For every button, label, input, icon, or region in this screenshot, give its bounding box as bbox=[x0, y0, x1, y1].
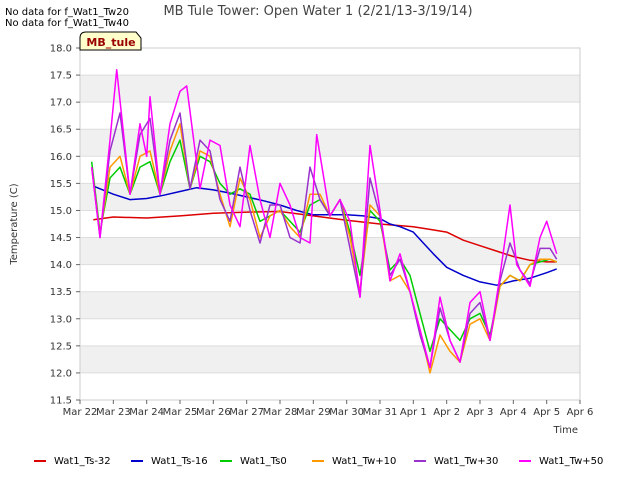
grid-band bbox=[80, 345, 580, 373]
x-tick-label: Mar 28 bbox=[263, 407, 298, 418]
no-data-notice-1: No data for f_Wat1_Tw20 bbox=[5, 7, 129, 18]
y-tick-label: 13.0 bbox=[50, 314, 72, 325]
x-tick-label: Apr 6 bbox=[567, 407, 594, 418]
legend-label: Wat1_Tw+10 bbox=[332, 456, 396, 467]
y-tick-label: 18.0 bbox=[50, 44, 72, 55]
series-line-wat1-tw-10 bbox=[90, 123, 557, 374]
grid-band bbox=[80, 129, 580, 157]
x-tick-label: Apr 1 bbox=[400, 407, 427, 418]
legend-label: Wat1_Ts-32 bbox=[54, 456, 111, 467]
x-tick-label: Mar 22 bbox=[63, 407, 98, 418]
grid-bands bbox=[80, 47, 580, 401]
series-line-wat1-tw-30 bbox=[90, 112, 558, 369]
x-tick-label: Mar 24 bbox=[129, 407, 164, 418]
x-tick-label: Apr 2 bbox=[433, 407, 460, 418]
site-tag-box bbox=[79, 31, 142, 51]
x-axis-label: Time bbox=[553, 425, 578, 436]
series-lines bbox=[90, 68, 558, 374]
site-tag-label: MB_tule bbox=[86, 36, 135, 49]
grid-band bbox=[80, 291, 580, 319]
y-tick-label: 11.5 bbox=[50, 396, 72, 407]
legend-label: Wat1_Ts-16 bbox=[151, 456, 208, 467]
y-tick-label: 14.0 bbox=[50, 260, 72, 271]
y-tick-label: 15.5 bbox=[50, 179, 72, 190]
grid-band bbox=[80, 372, 580, 400]
no-data-notice-2: No data for f_Wat1_Tw40 bbox=[5, 18, 129, 29]
x-tick-label: Apr 4 bbox=[500, 407, 527, 418]
grid-band bbox=[80, 48, 580, 76]
x-tick-label: Apr 3 bbox=[467, 407, 494, 418]
grid-band bbox=[80, 183, 580, 211]
x-tick-label: Mar 26 bbox=[196, 407, 231, 418]
plot-frame bbox=[79, 47, 581, 401]
grid-band bbox=[80, 102, 580, 130]
x-tick-label: Mar 30 bbox=[329, 407, 364, 418]
x-tick-label: Mar 23 bbox=[96, 407, 131, 418]
x-tick-label: Mar 27 bbox=[229, 407, 264, 418]
y-tick-label: 16.0 bbox=[50, 152, 72, 163]
y-tick-label: 17.0 bbox=[50, 98, 72, 109]
y-axis: 11.5 12.0 12.5 13.0 13.5 14.0 14.5 15.0 15.5 16.0… bbox=[50, 44, 80, 407]
y-tick-label: 12.0 bbox=[50, 368, 72, 379]
legend-label: Wat1_Tw+50 bbox=[539, 456, 603, 467]
grid-band bbox=[80, 75, 580, 103]
y-tick-label: 15.0 bbox=[50, 206, 72, 217]
legend: Wat1_Ts-32 Wat1_Ts-16 Wat1_Ts0 Wat1_Tw+10 Wa… bbox=[34, 456, 603, 467]
y-tick-label: 17.5 bbox=[50, 71, 72, 82]
y-tick-label: 13.5 bbox=[50, 287, 72, 298]
x-tick-label: Mar 31 bbox=[363, 407, 398, 418]
y-axis-label: Temperature (C) bbox=[9, 183, 20, 265]
y-tick-label: 12.5 bbox=[50, 341, 72, 352]
series-line-wat1-ts-32 bbox=[93, 210, 557, 263]
legend-label: Wat1_Tw+30 bbox=[434, 456, 498, 467]
x-tick-label: Apr 5 bbox=[533, 407, 560, 418]
grid-band bbox=[80, 318, 580, 346]
site-tag: MB_tule bbox=[79, 31, 142, 51]
grid-band bbox=[80, 264, 580, 292]
x-tick-label: Mar 29 bbox=[296, 407, 331, 418]
y-tick-label: 16.5 bbox=[50, 125, 72, 136]
x-tick-label: Mar 25 bbox=[163, 407, 198, 418]
chart-title: MB Tule Tower: Open Water 1 (2/21/13-3/1… bbox=[163, 4, 472, 19]
legend-label: Wat1_Ts0 bbox=[240, 456, 287, 467]
series-line-wat1-tw-50 bbox=[90, 68, 558, 369]
y-tick-label: 14.5 bbox=[50, 233, 72, 244]
